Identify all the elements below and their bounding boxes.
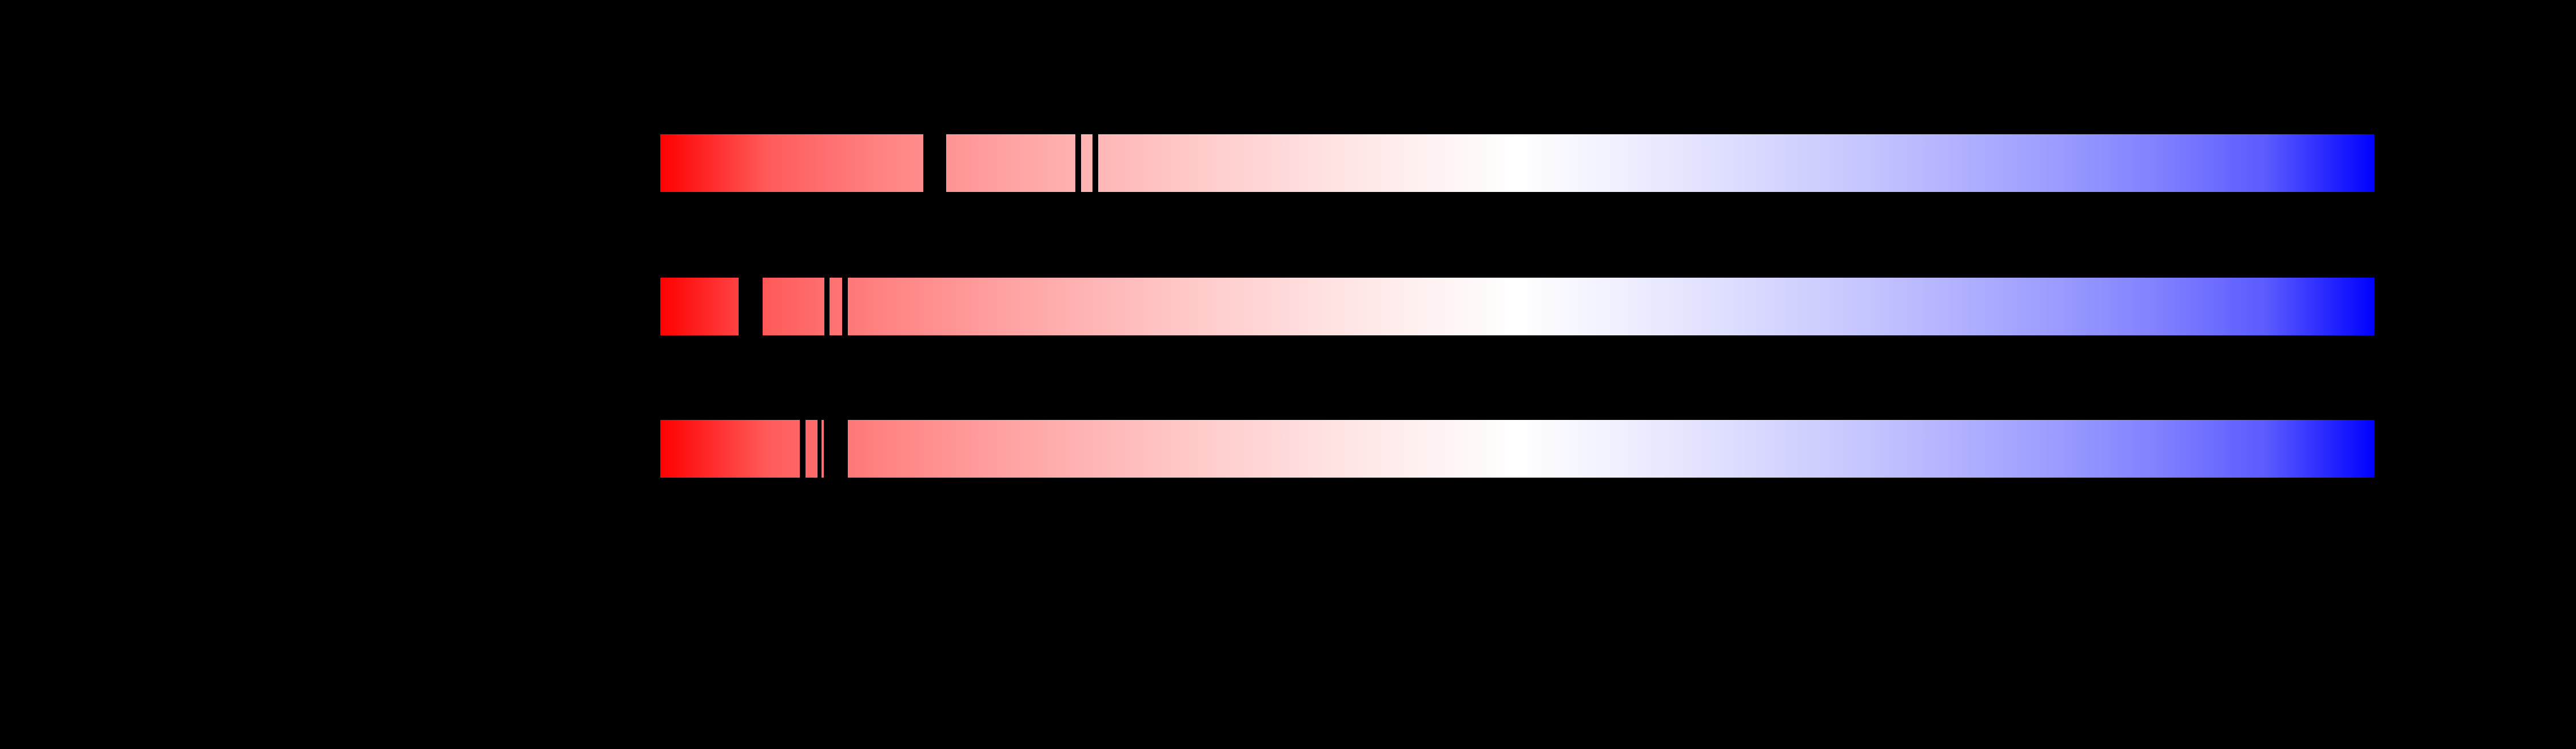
tick-mark-row-1-2: [1075, 134, 1081, 192]
tick-mark-row-2-1: [739, 278, 763, 335]
gradient-bar-row-2: [660, 278, 2374, 335]
tick-mark-row-2-3: [842, 278, 848, 335]
gradient-bar-row-1: [660, 134, 2374, 192]
tick-mark-row-2-2: [824, 278, 830, 335]
tick-mark-row-1-1: [923, 134, 946, 192]
tick-mark-row-3-3: [824, 420, 848, 478]
tick-mark-row-1-3: [1092, 134, 1098, 192]
tick-mark-row-3-1: [800, 420, 806, 478]
gradient-bar-row-3: [660, 420, 2374, 478]
tick-mark-row-3-2: [818, 420, 822, 478]
